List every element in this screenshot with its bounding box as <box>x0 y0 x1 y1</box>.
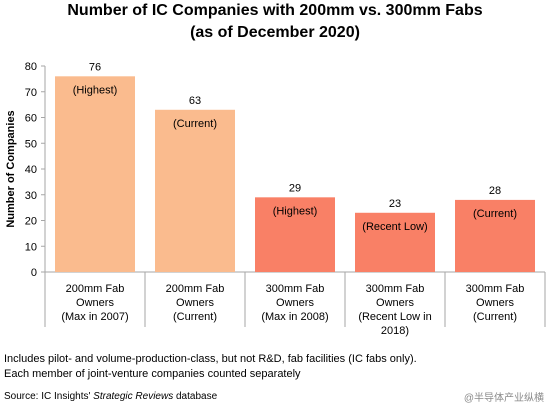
y-tick-label: 10 <box>25 241 37 253</box>
x-category-label: (Max in 2007) <box>61 311 128 323</box>
x-category-label: (Recent Low in <box>358 311 431 323</box>
x-category-label: Owners <box>476 297 514 309</box>
x-category-label: 2018) <box>381 325 409 337</box>
bar <box>455 199 535 272</box>
bar-annotation: (Recent Low) <box>362 221 427 233</box>
y-tick-label: 40 <box>25 164 37 176</box>
bar <box>255 197 335 272</box>
y-tick-label: 0 <box>31 267 37 279</box>
x-category-label: Owners <box>76 297 114 309</box>
x-category-label: Owners <box>276 297 314 309</box>
bar-value-label: 28 <box>489 185 501 197</box>
bar-value-label: 29 <box>289 182 301 194</box>
y-tick-label: 70 <box>25 87 37 99</box>
source-prefix: Source: IC Insights' <box>4 391 94 402</box>
bar-value-label: 63 <box>189 95 201 107</box>
x-category-label: (Current) <box>473 311 517 323</box>
y-tick-label: 50 <box>25 138 37 150</box>
y-axis-label: Number of Companies <box>5 110 17 227</box>
bar <box>155 109 235 273</box>
bar-value-label: 23 <box>389 198 401 210</box>
x-category-label: 300mm Fab <box>266 283 325 295</box>
chart-title: Number of IC Companies with 200mm vs. 30… <box>0 0 550 44</box>
bar-chart: 0 10 20 30 40 50 60 70 80 Number of Companies 76 (H… <box>5 61 546 337</box>
x-category-label: (Current) <box>173 311 217 323</box>
x-category-label: 200mm Fab <box>66 283 125 295</box>
y-tick-label: 60 <box>25 113 37 125</box>
source-suffix: database <box>173 391 218 402</box>
bar <box>55 76 135 272</box>
chart-title-line1: Number of IC Companies with 200mm vs. 30… <box>67 2 483 19</box>
bar-annotation: (Highest) <box>73 84 118 96</box>
x-category-label: 300mm Fab <box>366 283 425 295</box>
bar-annotation: (Current) <box>173 118 217 130</box>
x-category-label: Owners <box>376 297 414 309</box>
y-tick-label: 80 <box>25 61 37 73</box>
y-tick-label: 20 <box>25 216 37 228</box>
footnote-1: Includes pilot- and volume-production-cl… <box>4 353 417 365</box>
x-category-label: 200mm Fab <box>166 283 225 295</box>
source-italic: Strategic Reviews <box>93 391 174 402</box>
x-category-label: Owners <box>176 297 214 309</box>
bar-annotation: (Current) <box>473 208 517 220</box>
y-tick-label: 30 <box>25 190 37 202</box>
chart-title-line2: (as of December 2020) <box>190 24 360 41</box>
x-category-label: 300mm Fab <box>466 283 525 295</box>
bar-annotation: (Highest) <box>273 205 318 217</box>
x-category-label: (Max in 2008) <box>261 311 328 323</box>
source-note: Source: IC Insights' Strategic Reviews d… <box>4 391 217 402</box>
bar-value-label: 76 <box>89 61 101 73</box>
bar <box>355 212 435 272</box>
watermark: @半导体产业纵横 <box>463 393 544 404</box>
footnote-2: Each member of joint-venture companies c… <box>4 368 301 380</box>
